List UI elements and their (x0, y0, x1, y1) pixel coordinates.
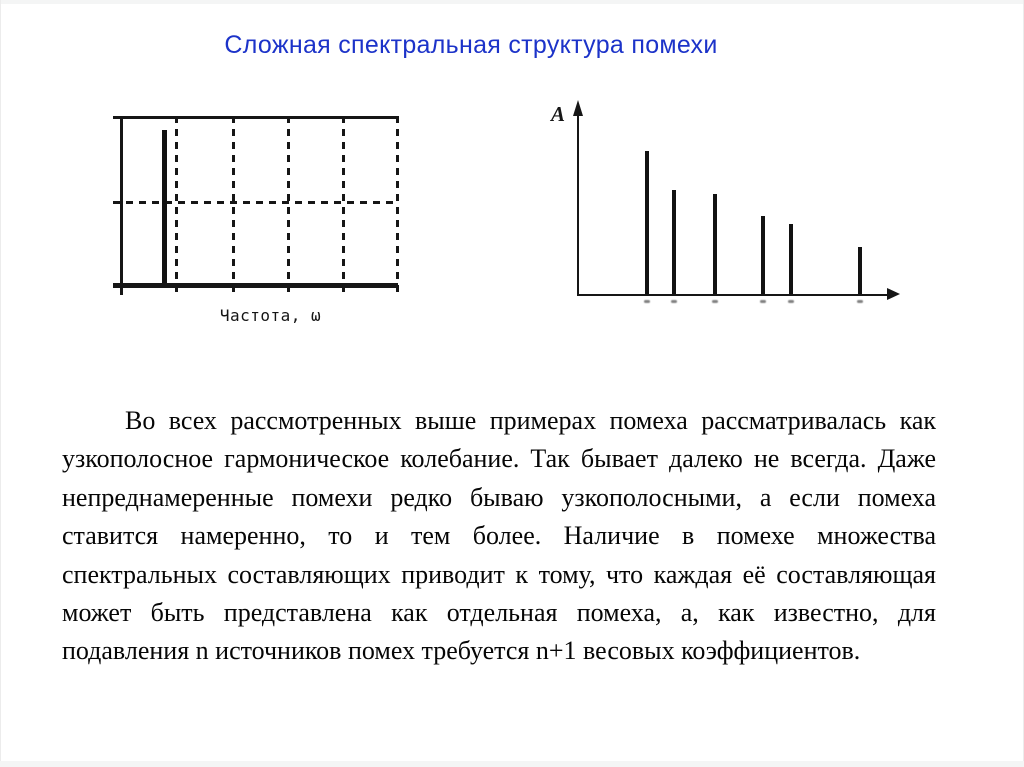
multicomponent-spectrum-figure: A (545, 95, 915, 320)
y-axis-arrow-icon (573, 100, 583, 116)
spectral-line (713, 194, 717, 294)
bottom-edge-strip (0, 761, 1024, 767)
grid-dashed-vertical-line (232, 116, 235, 295)
spectral-line (672, 190, 676, 294)
axis-tick-mark (712, 300, 718, 303)
grid-dashed-vertical-line (175, 116, 178, 295)
spectral-line (162, 130, 167, 283)
x-axis-line (113, 283, 398, 288)
left-edge-line (0, 0, 1, 767)
axis-tick-mark (760, 300, 766, 303)
y-axis-label: A (551, 102, 566, 126)
narrowband-spectrum-figure: Частота, ω (113, 116, 399, 326)
spectral-line (645, 151, 649, 294)
body-paragraph: Во всех рассмотренных выше примерах поме… (62, 406, 936, 666)
frame-top-line (113, 116, 398, 119)
grid-dashed-vertical-line (342, 116, 345, 295)
x-axis-line (577, 294, 888, 296)
grid-dashed-horizontal-line (113, 201, 398, 204)
axis-tick-mark (671, 300, 677, 303)
grid-dashed-vertical-line (396, 116, 399, 295)
spectral-line (761, 216, 765, 294)
x-axis-label: Частота, ω (219, 306, 322, 325)
grid-dashed-vertical-line (287, 116, 290, 295)
axis-tick-mark (857, 300, 863, 303)
frame-left-line (120, 116, 123, 295)
slide-title: Сложная спектральная структура помехи (224, 31, 718, 59)
x-axis-arrow-icon (887, 288, 900, 300)
axis-tick-mark (788, 300, 794, 303)
top-edge-strip (0, 0, 1024, 4)
spectral-line (858, 247, 862, 294)
y-axis-line (577, 115, 579, 296)
spectral-line (789, 224, 793, 294)
axis-tick-mark (644, 300, 650, 303)
